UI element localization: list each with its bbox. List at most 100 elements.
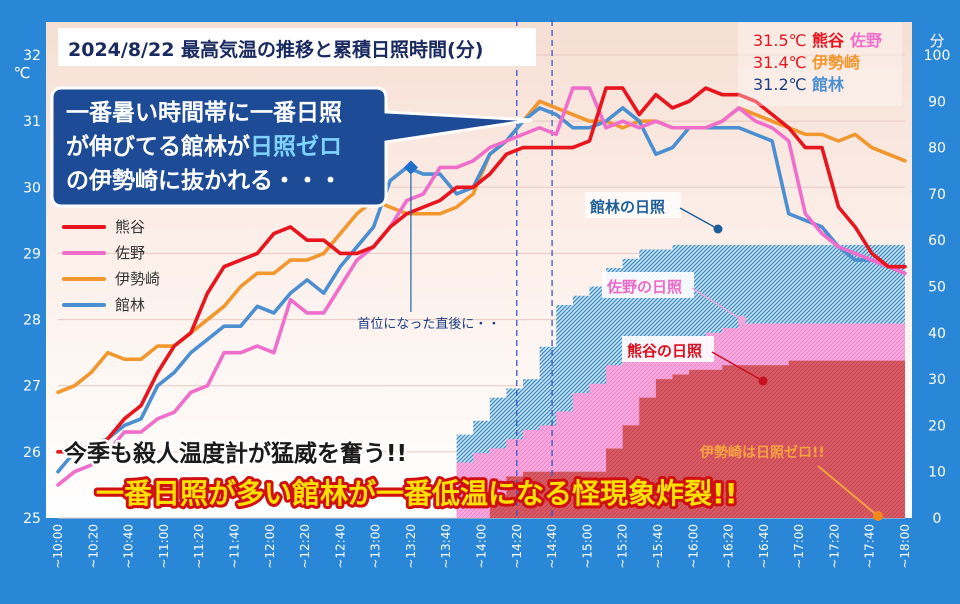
max-temp-name-1-0: 伊勢崎	[811, 53, 860, 72]
callout-line-3: の伊勢崎に抜かれる・・・	[66, 167, 342, 194]
y-left-tick-25: 25	[23, 511, 41, 527]
first-place-marker	[403, 160, 418, 175]
caption-line-1: 今季も殺人温度計が猛威を奮う!!	[64, 440, 407, 467]
max-temp-bg	[738, 22, 902, 106]
sun-label-sano: 佐野の日照	[602, 272, 747, 325]
caption-line-2: 一番日照が多い館林が一番低温になる怪現象炸裂!!	[96, 477, 738, 510]
callout-line-1: 一番暑い時間帯に一番日照	[66, 99, 342, 126]
x-tick-23: ~17:40	[863, 524, 877, 569]
y-left-tick-30: 30	[23, 180, 41, 196]
callout-bubble: 一番暑い時間帯に一番日照 が伸びてる館林が日照ゼロ の伊勢崎に抜かれる・・・	[50, 86, 533, 208]
y-axis-right: 0 10 20 30 40 50 60 70 80 90 100	[924, 48, 951, 527]
callout-shape	[50, 86, 533, 208]
y-right-tick-80: 80	[928, 141, 946, 157]
sun-label-kumagaya-bg	[622, 336, 714, 362]
y-right-tick-60: 60	[928, 233, 946, 249]
sun-label-tatebayashi: 館林の日照	[585, 192, 723, 234]
x-tick-18: ~16:00	[686, 524, 700, 569]
callout-line-2: が伸びてる館林が日照ゼロ	[66, 133, 342, 160]
x-tick-20: ~16:40	[757, 524, 771, 569]
legend-label-0: 熊谷	[115, 218, 145, 236]
x-tick-3: ~11:00	[157, 524, 171, 569]
isesaki-zero-note: 伊勢崎は日照ゼロ!!	[699, 444, 883, 521]
y-right-tick-30: 30	[928, 372, 946, 388]
y-right-unit: 分	[929, 32, 944, 50]
sun-label-tatebayashi-text: 館林の日照	[589, 198, 665, 216]
chart-title: 2024/8/22 最高気温の推移と累積日照時間(分)	[68, 38, 483, 61]
sunshine-area-2	[58, 360, 905, 518]
legend-label-3: 館林	[115, 296, 145, 314]
sun-dot-kumagaya	[758, 376, 768, 386]
sun-label-sano-bg	[602, 272, 694, 298]
max-temp-name-0-0: 熊谷	[812, 31, 845, 50]
x-tick-6: ~12:00	[263, 524, 277, 569]
y-right-tick-70: 70	[928, 187, 946, 203]
y-axis-left: 25 26 27 28 29 30 31 32	[23, 48, 41, 527]
y-left-unit: ℃	[14, 64, 31, 82]
sun-label-sano-text: 佐野の日照	[606, 278, 682, 296]
y-right-tick-40: 40	[928, 326, 946, 342]
y-right-tick-0: 0	[933, 511, 942, 527]
isesaki-zero-text: 伊勢崎は日照ゼロ!!	[699, 444, 825, 461]
x-tick-24: ~18:00	[898, 524, 912, 569]
y-right-tick-10: 10	[928, 465, 946, 481]
y-right-tick-100: 100	[924, 48, 951, 64]
x-tick-10: ~13:20	[404, 524, 418, 569]
max-temp-value-2: 31.2℃	[753, 75, 807, 94]
x-tick-4: ~11:20	[192, 524, 206, 569]
sun-label-tatebayashi-bg	[585, 192, 681, 218]
sunshine-areas	[58, 244, 905, 518]
x-tick-11: ~13:40	[439, 524, 453, 569]
x-tick-16: ~15:20	[616, 524, 630, 569]
max-temp-value-0: 31.5℃	[753, 31, 807, 50]
legend-label-2: 伊勢崎	[115, 270, 160, 288]
max-temp-name-2-0: 館林	[812, 75, 844, 94]
y-left-tick-26: 26	[23, 445, 41, 461]
first-place-label: 首位になった直後に・・	[357, 317, 500, 332]
first-place-annotation: 首位になった直後に・・	[357, 160, 500, 332]
x-tick-1: ~10:20	[86, 524, 100, 569]
isesaki-zero-leader	[817, 465, 879, 517]
line-館林	[56, 106, 907, 474]
line-佐野	[56, 86, 907, 487]
y-left-tick-28: 28	[23, 313, 41, 329]
sun-label-kumagaya: 熊谷の日照	[622, 336, 768, 386]
sun-leader-tatebayashi	[679, 207, 719, 230]
max-temp-name-0-1: 佐野	[849, 31, 882, 50]
legend-label-1: 佐野	[115, 244, 145, 262]
x-tick-21: ~17:00	[792, 524, 806, 569]
x-tick-15: ~15:00	[580, 524, 594, 569]
max-temp-value-1: 31.4℃	[753, 53, 807, 72]
y-right-tick-20: 20	[928, 418, 946, 434]
isesaki-zero-dot	[873, 511, 883, 521]
temperature-lines	[56, 86, 907, 487]
y-left-tick-29: 29	[23, 246, 41, 262]
x-tick-8: ~12:40	[333, 524, 347, 569]
x-tick-5: ~11:40	[227, 524, 241, 569]
x-tick-22: ~17:20	[827, 524, 841, 569]
callout-line-2a: が伸びてる館林が	[66, 133, 250, 160]
title-box	[58, 28, 536, 66]
sun-leader-sano	[691, 287, 743, 321]
y-left-tick-27: 27	[23, 379, 41, 395]
y-right-tick-50: 50	[928, 280, 946, 296]
y-left-tick-32: 32	[23, 48, 41, 64]
x-tick-0: ~10:00	[51, 524, 65, 569]
x-tick-7: ~12:20	[298, 524, 312, 569]
x-tick-14: ~14:40	[545, 524, 559, 569]
sun-dot-sano	[737, 315, 747, 325]
x-tick-2: ~10:40	[122, 524, 136, 569]
x-tick-19: ~16:20	[722, 524, 736, 569]
sun-label-kumagaya-text: 熊谷の日照	[627, 342, 702, 360]
sun-leader-kumagaya	[711, 351, 764, 382]
x-tick-13: ~14:20	[510, 524, 524, 569]
sun-dot-tatebayashi	[713, 224, 723, 234]
x-tick-17: ~15:40	[651, 524, 665, 569]
x-axis-labels: ~10:00 ~10:20 ~10:40 ~11:00 ~11:20 ~11:40 ~12:…	[51, 524, 912, 569]
line-熊谷	[56, 86, 907, 454]
x-tick-12: ~14:00	[475, 524, 489, 569]
